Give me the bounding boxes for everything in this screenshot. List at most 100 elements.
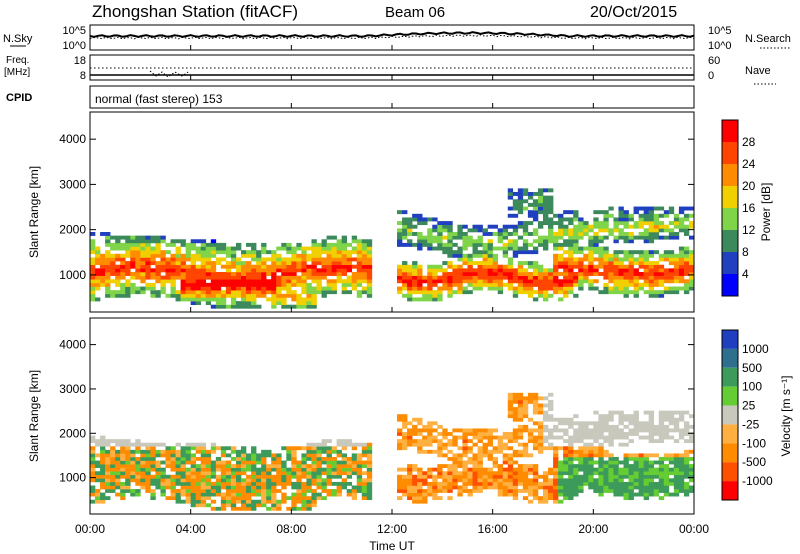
- velocity-cell: [235, 460, 242, 465]
- power-cell: [457, 246, 463, 251]
- velocity-cell: [522, 407, 529, 411]
- velocity-cell: [251, 460, 257, 465]
- velocity-cell: [467, 467, 473, 472]
- power-cell: [573, 293, 579, 298]
- power-cell: [125, 235, 131, 240]
- power-cell: [331, 246, 337, 251]
- power-cell: [286, 242, 292, 247]
- power-cell: [331, 286, 337, 291]
- power-cell: [100, 232, 106, 236]
- power-cell: [598, 210, 604, 215]
- power-cell: [105, 264, 111, 269]
- power-cell: [145, 246, 151, 251]
- power-cell: [658, 228, 665, 233]
- power-cell: [175, 275, 181, 280]
- velocity-cell: [90, 499, 96, 504]
- velocity-cell: [115, 456, 121, 461]
- velocity-cell: [593, 467, 599, 472]
- power-cell: [568, 272, 574, 276]
- power-cell: [185, 290, 191, 295]
- power-cell: [598, 239, 604, 244]
- velocity-cell: [633, 456, 639, 461]
- power-cell: [190, 279, 196, 284]
- power-cell: [100, 257, 106, 262]
- power-cell: [482, 275, 488, 280]
- power-cell: [361, 286, 368, 291]
- power-cell: [512, 250, 519, 255]
- power-cell: [432, 239, 438, 244]
- velocity-cell: [160, 449, 166, 454]
- power-cell: [543, 272, 549, 276]
- velocity-cell: [225, 499, 232, 504]
- power-cell: [90, 279, 96, 284]
- velocity-cell: [593, 446, 599, 451]
- velocity-cell: [497, 442, 504, 447]
- velocity-cell: [452, 481, 458, 486]
- velocity-cell: [558, 446, 564, 451]
- power-cell: [210, 286, 217, 291]
- power-cell: [558, 224, 564, 229]
- velocity-cell: [190, 446, 196, 451]
- power-cell: [643, 275, 649, 280]
- velocity-cell: [276, 489, 282, 493]
- power-cell: [422, 290, 428, 295]
- velocity-cell: [688, 464, 695, 468]
- velocity-cell: [306, 485, 312, 490]
- power-cell: [140, 264, 146, 269]
- velocity-cell: [251, 446, 257, 451]
- power-cell: [230, 275, 237, 280]
- velocity-cell: [502, 435, 509, 440]
- power-cell: [618, 286, 624, 291]
- velocity-cell: [658, 428, 665, 433]
- power-cell: [583, 228, 589, 233]
- power-cell: [427, 228, 433, 233]
- power-cell: [241, 297, 247, 302]
- velocity-cell: [502, 489, 509, 493]
- power-cell: [160, 253, 166, 258]
- power-cell: [326, 264, 332, 269]
- power-cell: [246, 264, 252, 269]
- velocity-cell: [548, 403, 554, 408]
- power-cell: [145, 275, 151, 280]
- power-cell: [301, 286, 307, 291]
- velocity-cell: [472, 489, 478, 493]
- power-cell: [155, 246, 161, 251]
- power-cell: [301, 264, 307, 269]
- velocity-cell: [120, 460, 126, 465]
- velocity-cell: [170, 485, 176, 490]
- power-cell: [366, 264, 373, 269]
- velocity-cell: [643, 492, 649, 497]
- power-cell: [235, 261, 242, 266]
- power-cell: [573, 261, 579, 266]
- velocity-cell: [497, 492, 504, 497]
- power-cell: [633, 250, 639, 255]
- power-cell: [608, 213, 614, 218]
- power-cell: [110, 257, 116, 262]
- power-cell: [125, 293, 131, 298]
- velocity-cell: [296, 499, 302, 504]
- power-cell: [296, 293, 302, 298]
- power-cell: [235, 286, 242, 291]
- power-cell: [598, 290, 604, 295]
- power-cell: [246, 301, 252, 306]
- power-cell: [361, 253, 368, 258]
- velocity-cell: [160, 471, 166, 476]
- power-cell: [568, 239, 574, 244]
- velocity-cell: [447, 478, 453, 483]
- power-cell: [452, 268, 458, 273]
- power-cell: [603, 250, 609, 255]
- velocity-cell: [532, 421, 539, 426]
- velocity-cell: [663, 435, 670, 440]
- power-cell: [522, 250, 529, 255]
- velocity-cell: [573, 471, 579, 476]
- velocity-cell: [623, 481, 629, 486]
- power-cell: [623, 279, 629, 284]
- velocity-cell: [422, 435, 428, 440]
- velocity-cell: [638, 428, 644, 433]
- velocity-cell: [351, 446, 358, 451]
- velocity-cell: [673, 410, 680, 415]
- velocity-cell: [241, 456, 247, 461]
- velocity-cell: [643, 421, 649, 426]
- velocity-cell: [553, 464, 559, 468]
